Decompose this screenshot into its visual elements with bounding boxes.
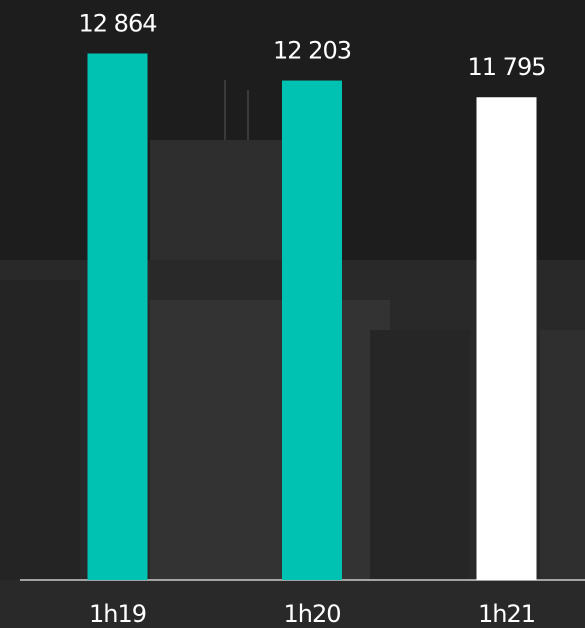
bar: [477, 97, 537, 580]
value-label: 12 864: [79, 9, 157, 37]
x-tick-label: 1h20: [283, 600, 340, 628]
bar: [88, 53, 148, 580]
x-tick-label: 1h19: [89, 600, 146, 628]
value-label: 11 795: [468, 53, 546, 81]
chart: 12 864 1h19 12 203 1h20 11 795 1h21: [0, 0, 585, 628]
bar: [282, 81, 342, 580]
value-label: 12 203: [273, 37, 351, 65]
x-tick-label: 1h21: [478, 600, 535, 628]
